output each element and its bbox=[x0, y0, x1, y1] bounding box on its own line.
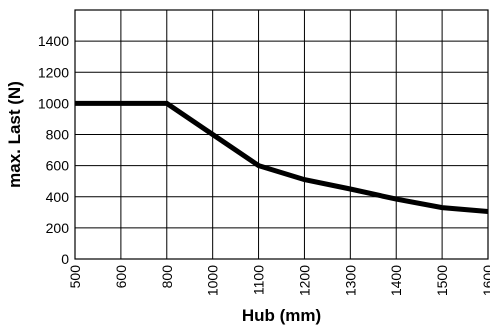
y-tick-label: 800 bbox=[46, 127, 70, 143]
y-tick-labels: 0 200 400 600 800 1000 1200 1400 bbox=[38, 33, 69, 267]
x-tick-label: 1000 bbox=[205, 265, 221, 296]
x-tick-label: 1200 bbox=[296, 265, 312, 296]
x-tick-labels: 500 600 800 1000 1100 1200 1300 1400 1500 1600 bbox=[67, 265, 490, 296]
y-tick-label: 400 bbox=[46, 189, 70, 205]
y-tick-label: 1400 bbox=[38, 33, 69, 49]
x-tick-label: 1400 bbox=[388, 265, 404, 296]
x-axis-title: Hub (mm) bbox=[242, 306, 321, 325]
y-tick-label: 200 bbox=[46, 220, 70, 236]
y-tick-label: 1000 bbox=[38, 95, 69, 111]
y-tick-label: 600 bbox=[46, 158, 70, 174]
series-group bbox=[75, 100, 489, 214]
x-tick-label: 1300 bbox=[342, 265, 358, 296]
y-tick-label: 0 bbox=[61, 251, 69, 267]
x-tick-label: 1500 bbox=[434, 265, 450, 296]
grid bbox=[74, 9, 489, 260]
x-tick-label: 500 bbox=[67, 265, 83, 289]
x-tick-label: 1600 bbox=[480, 265, 490, 296]
plot-frame bbox=[74, 9, 489, 260]
x-tick-label: 1100 bbox=[251, 265, 267, 295]
x-tick-label: 600 bbox=[113, 265, 129, 289]
x-tick-label: 800 bbox=[159, 265, 175, 289]
y-axis-title: max. Last (N) bbox=[5, 81, 24, 188]
y-tick-label: 1200 bbox=[38, 64, 69, 80]
series-line bbox=[75, 100, 489, 214]
